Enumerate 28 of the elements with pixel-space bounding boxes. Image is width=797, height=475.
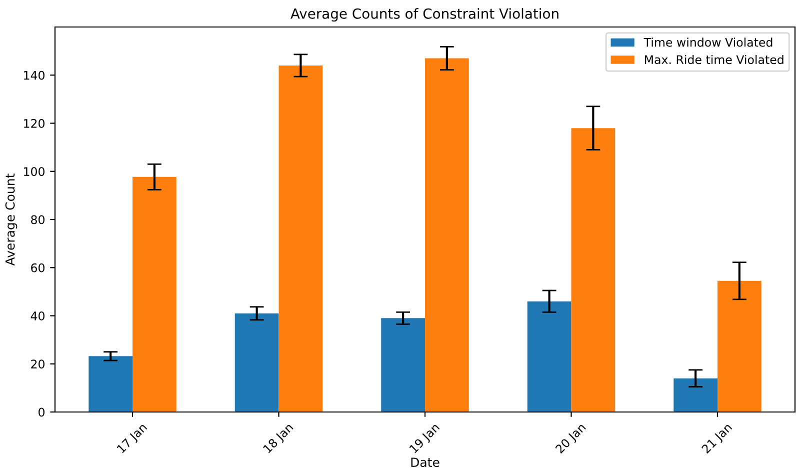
y-tick-label: 120 <box>24 118 44 128</box>
y-tick-label: 140 <box>24 70 44 80</box>
legend-label: Time window Violated <box>644 38 772 47</box>
x-tick-label: 17 Jan <box>116 422 149 455</box>
y-tick-label: 100 <box>24 167 44 176</box>
bar <box>674 378 718 412</box>
bar <box>381 318 425 412</box>
x-tick-label: 20 Jan <box>554 422 588 456</box>
y-tick-label: 20 <box>31 360 44 369</box>
bar <box>571 128 616 412</box>
y-axis-title: Average Count <box>5 174 18 266</box>
x-tick-label: 21 Jan <box>701 422 734 456</box>
x-tick-label: 18 Jan <box>262 422 296 455</box>
y-tick-label: 60 <box>31 263 44 272</box>
y-tick-label: 0 <box>38 408 44 417</box>
bar <box>278 66 323 412</box>
bar <box>88 356 133 412</box>
chart-title: Average Counts of Constraint Violation <box>290 8 558 22</box>
legend-label: Max. Ride time Violated <box>644 54 784 64</box>
bar <box>234 313 279 412</box>
y-tick-label: 40 <box>30 311 44 320</box>
bar <box>717 280 762 412</box>
x-axis-title: Date <box>411 458 440 468</box>
bar <box>527 301 572 412</box>
bar <box>425 58 469 412</box>
y-tick-label: 80 <box>31 215 44 224</box>
bar <box>132 176 176 412</box>
x-tick-label: 19 Jan <box>408 422 442 455</box>
